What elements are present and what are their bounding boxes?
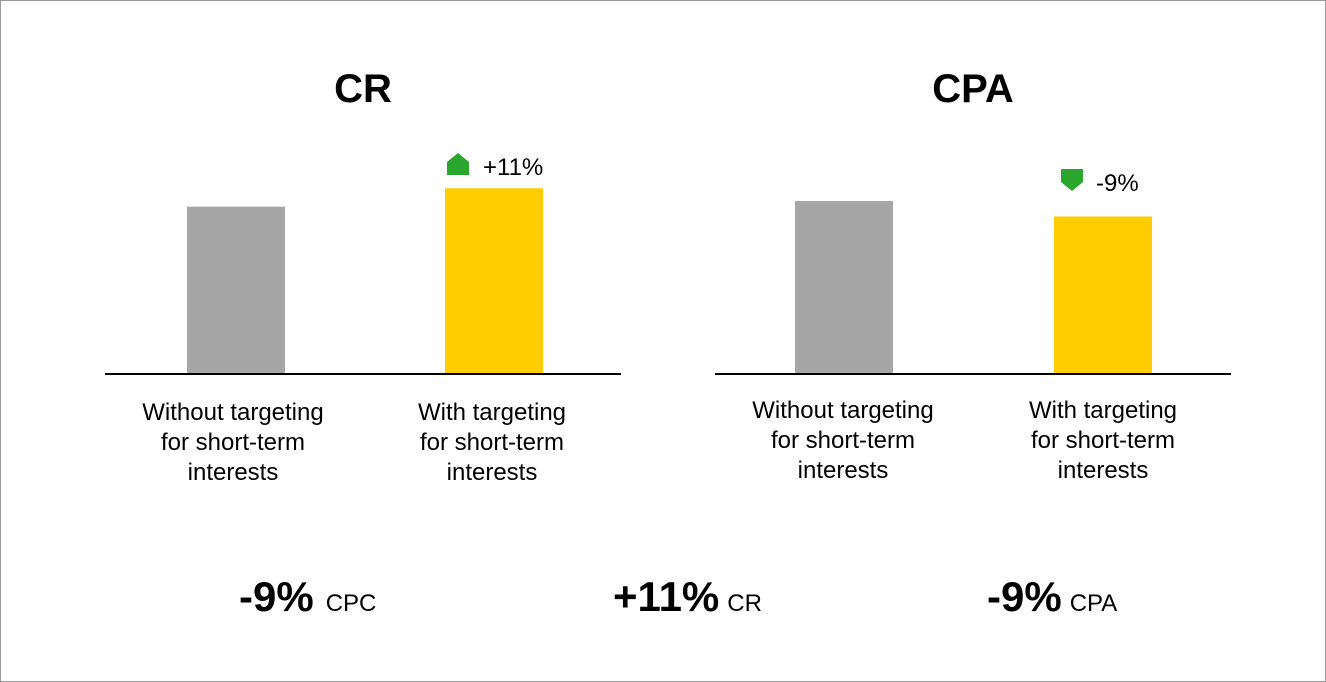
summary-metric: CPC: [325, 590, 377, 617]
summary-value: -9%: [239, 573, 314, 620]
down-arrow-icon: [1061, 169, 1083, 191]
summary-item-cpc: -9% CPC: [239, 573, 376, 621]
summary-metric: CR: [727, 590, 762, 617]
summary-value: -9%: [987, 573, 1062, 620]
up-arrow-icon: [447, 153, 469, 175]
summary-item-cpa: -9% CPA: [987, 573, 1117, 621]
bar-without-targeting-cr: [187, 206, 285, 373]
bar-with-targeting-cpa: [1054, 216, 1152, 373]
change-label-cr: +11%: [483, 154, 544, 181]
change-label-cpa: -9%: [1096, 170, 1139, 197]
category-label-with-targeting: With targeting for short-term interests: [417, 399, 567, 486]
chart-title-cr: CR: [334, 67, 392, 111]
category-label-without-targeting: Without targeting for short-term interes…: [142, 399, 324, 486]
summary-value: +11%: [613, 573, 720, 620]
summary-metric: CPA: [1069, 590, 1118, 617]
summary-item-cr: +11% CR: [613, 573, 762, 621]
bar-with-targeting-cr: [445, 188, 543, 373]
category-label-without-targeting: Without targeting for short-term interes…: [752, 397, 934, 484]
bar-without-targeting-cpa: [795, 201, 893, 373]
category-label-with-targeting: With targeting for short-term interests: [1028, 397, 1178, 484]
chart-title-cpa: CPA: [932, 67, 1014, 111]
